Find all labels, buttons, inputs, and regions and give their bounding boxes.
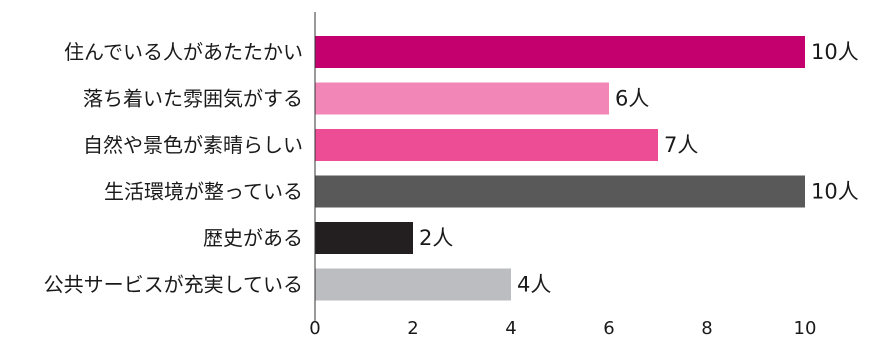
category-label: 公共サービスが充実している [44, 273, 303, 297]
category-label: 落ち着いた雰囲気がする [83, 87, 303, 111]
category-label: 自然や景色が素晴らしい [83, 133, 303, 157]
x-tick-label: 0 [309, 318, 320, 337]
bar [315, 36, 805, 68]
value-label: 10人 [811, 180, 859, 204]
x-tick-label: 2 [407, 318, 418, 337]
value-label: 10人 [811, 40, 859, 64]
bar [315, 175, 805, 208]
x-tick-label: 4 [505, 318, 516, 337]
value-label: 2人 [419, 226, 453, 250]
x-tick-label: 8 [701, 318, 712, 337]
bar [315, 82, 609, 115]
category-label: 住んでいる人があたたかい [64, 40, 303, 64]
value-label: 4人 [517, 273, 551, 297]
bar [315, 268, 511, 301]
x-tick-label: 6 [603, 318, 614, 337]
value-label: 7人 [664, 133, 698, 157]
category-label: 生活環境が整っている [104, 180, 303, 204]
bar [315, 129, 658, 161]
bar [315, 222, 413, 254]
category-label: 歴史がある [203, 226, 303, 250]
x-tick-label: 10 [794, 318, 817, 337]
value-label: 6人 [615, 87, 649, 111]
x-axis-ticks: 0 2 4 6 8 10 [309, 318, 816, 337]
